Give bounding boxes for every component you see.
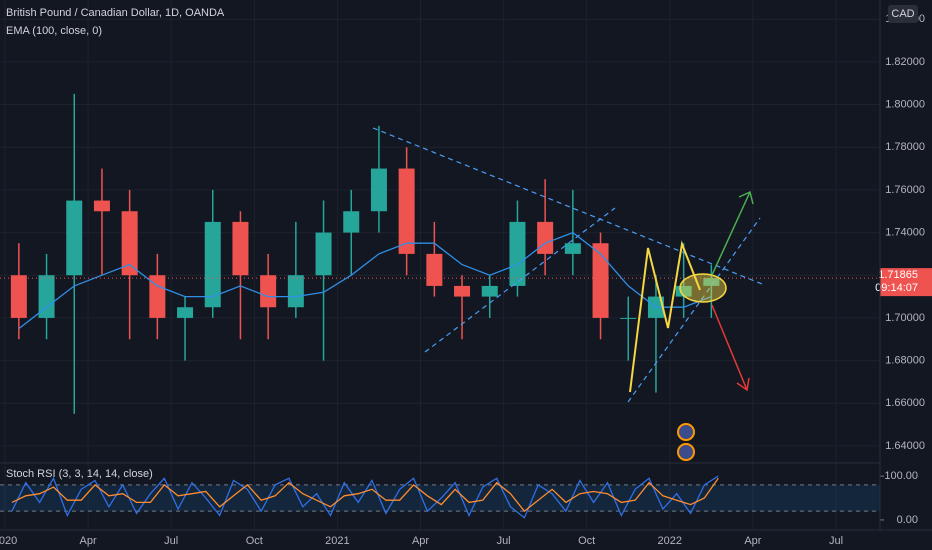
x-tick-label: Apr — [80, 535, 97, 547]
candle-body — [703, 278, 720, 286]
candle-body — [592, 243, 609, 318]
y-tick-label: 1.82000 — [885, 56, 925, 68]
candle-body — [370, 168, 387, 212]
x-tick-label: Jul — [497, 535, 511, 547]
last-price-label: 1.71865 — [878, 269, 918, 281]
candle-body — [93, 200, 110, 212]
candle-body — [10, 275, 27, 318]
countdown-label: 09:14:07 — [875, 282, 918, 294]
trend-line — [372, 127, 763, 285]
candle-body — [454, 285, 471, 297]
candle-body — [537, 221, 554, 254]
indicator-label: EMA (100, close, 0) — [6, 25, 102, 37]
candle-body — [204, 221, 221, 308]
candle-body — [398, 168, 415, 254]
x-tick-label: Apr — [744, 535, 761, 547]
trend-line — [627, 217, 761, 403]
candle-body — [343, 211, 360, 233]
y-tick-label: 1.64000 — [885, 440, 925, 452]
candle-body — [149, 275, 166, 318]
candle-body — [232, 221, 249, 276]
candle-body — [481, 285, 498, 297]
candle-body — [315, 232, 332, 276]
x-tick-label: Apr — [412, 535, 429, 547]
candle-body — [260, 275, 277, 308]
y-tick-label: 1.74000 — [885, 226, 925, 238]
bear-arrow-head — [736, 377, 750, 392]
candle-body — [426, 253, 443, 286]
y-tick-label: 1.68000 — [885, 354, 925, 366]
candle-body — [66, 200, 83, 276]
y-tick-label: 1.70000 — [885, 312, 925, 324]
indicator-label: Stoch RSI (3, 3, 14, 14, close) — [6, 468, 153, 480]
x-tick-label: Jul — [164, 535, 178, 547]
stoch-line — [11, 477, 719, 513]
x-tick-label: Jul — [829, 535, 843, 547]
candle-body — [121, 211, 138, 276]
band-fill — [0, 484, 880, 512]
candle-body — [177, 307, 194, 318]
x-tick-label: 2021 — [325, 535, 349, 547]
grid — [0, 0, 880, 530]
y-tick-label: 0.00 — [897, 514, 918, 526]
ema-line — [18, 231, 712, 330]
target-ellipse — [679, 273, 727, 303]
currency-label[interactable]: CAD — [891, 8, 914, 20]
y-tick-label: 1.80000 — [885, 98, 925, 110]
trend-line — [424, 207, 616, 353]
candle-body — [287, 275, 304, 308]
chart-title: British Pound / Canadian Dollar, 1D, OAN… — [6, 7, 225, 19]
x-tick-label: 2020 — [0, 535, 17, 547]
candle-body — [675, 285, 692, 297]
wave-drawing — [629, 240, 701, 393]
candle-body — [620, 317, 637, 319]
y-tick-label: 1.76000 — [885, 184, 925, 196]
currency-box[interactable] — [888, 5, 918, 23]
x-tick-label: Oct — [246, 535, 263, 547]
drawings — [372, 127, 763, 461]
y-tick-label: 1.66000 — [885, 397, 925, 409]
bear-arrow — [711, 304, 748, 391]
candle-body — [38, 275, 55, 318]
bull-arrow — [711, 191, 751, 276]
x-tick-label: Oct — [578, 535, 595, 547]
last-price-box — [880, 268, 932, 297]
x-tick-label: 2022 — [658, 535, 682, 547]
bull-arrow-head — [738, 190, 754, 205]
candle-body — [509, 221, 526, 286]
y-tick-label: 100.00 — [884, 470, 918, 482]
event-icon[interactable] — [677, 423, 695, 441]
event-icon[interactable] — [677, 443, 695, 461]
y-tick-label: 1.78000 — [885, 141, 925, 153]
candle-body — [564, 243, 581, 254]
